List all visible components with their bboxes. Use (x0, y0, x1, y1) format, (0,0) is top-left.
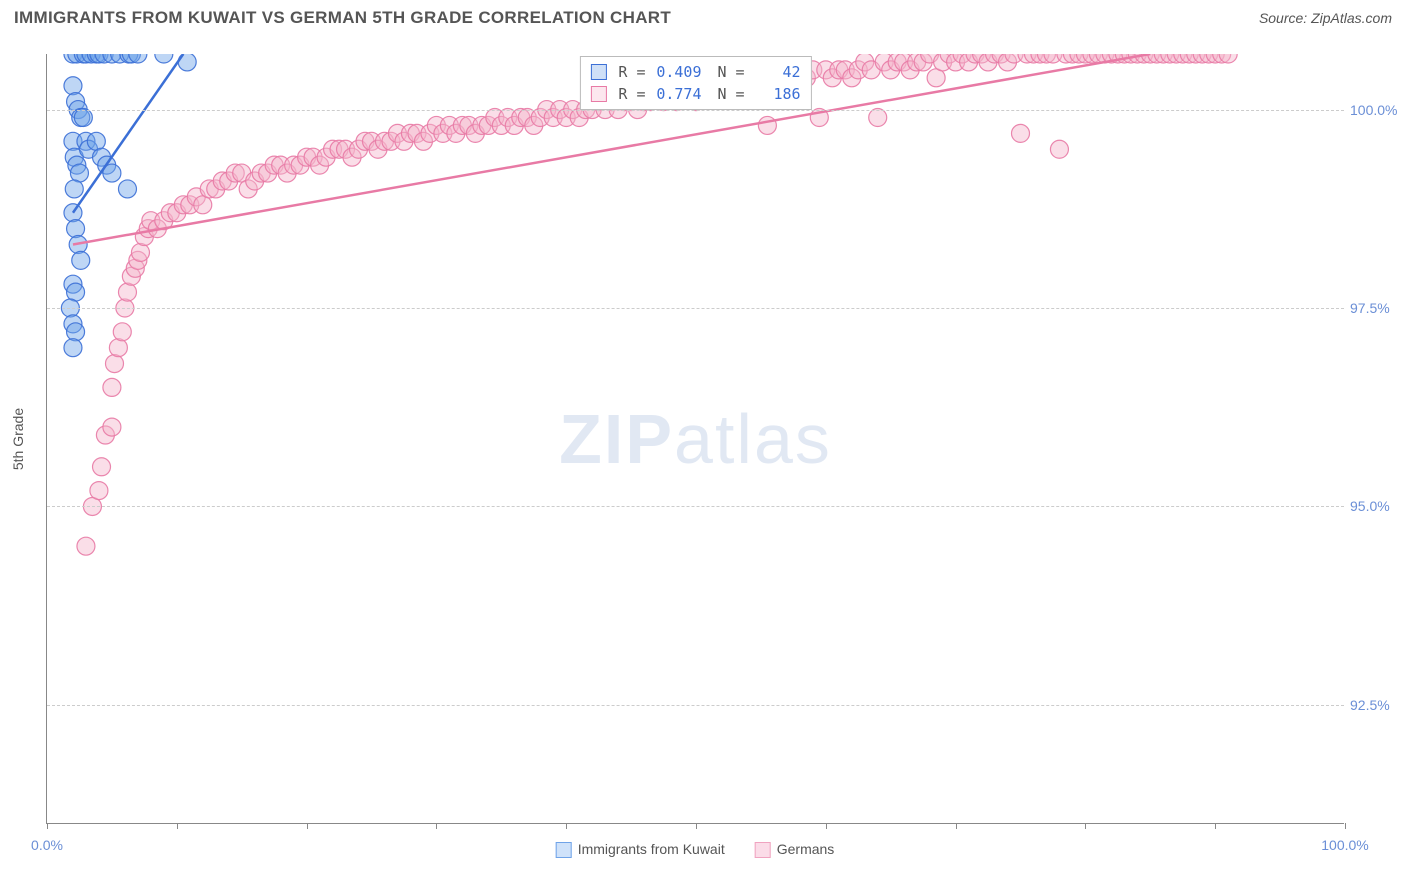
chart-header: IMMIGRANTS FROM KUWAIT VS GERMAN 5TH GRA… (0, 0, 1406, 34)
xtick (47, 823, 48, 829)
xtick (307, 823, 308, 829)
scatter-point (90, 482, 108, 500)
legend-stat-row: R = 0.409 N = 42 (590, 61, 800, 83)
legend-label-r: R = (618, 85, 645, 103)
scatter-point (103, 378, 121, 396)
legend-stat-row: R = 0.774 N = 186 (590, 83, 800, 105)
bottom-legend-label: Germans (777, 841, 835, 857)
y-axis-label: 5th Grade (10, 408, 26, 470)
ytick-label: 100.0% (1350, 102, 1406, 118)
scatter-point (113, 323, 131, 341)
ytick-label: 95.0% (1350, 498, 1406, 514)
scatter-point (109, 339, 127, 357)
scatter-point (74, 109, 92, 127)
xtick (1215, 823, 1216, 829)
scatter-point (64, 339, 82, 357)
scatter-point (67, 323, 85, 341)
legend-label-r: R = (618, 63, 645, 81)
xtick (1345, 823, 1346, 829)
scatter-point (77, 537, 95, 555)
legend-label-n: N = (718, 63, 745, 81)
gridline-h (47, 110, 1344, 111)
scatter-point (1012, 124, 1030, 142)
legend-value-n: 186 (751, 85, 801, 103)
scatter-point (103, 418, 121, 436)
scatter-point (64, 77, 82, 95)
scatter-point (87, 132, 105, 150)
scatter-point (131, 243, 149, 261)
gridline-h (47, 705, 1344, 706)
scatter-point (72, 251, 90, 269)
legend-label-n: N = (718, 85, 745, 103)
legend-swatch (590, 86, 606, 102)
scatter-point (105, 355, 123, 373)
scatter-point (758, 116, 776, 134)
bottom-legend-label: Immigrants from Kuwait (578, 841, 725, 857)
scatter-point (67, 220, 85, 238)
plot-area: ZIPatlas R =0.409N =42R =0.774N =186 92.… (46, 54, 1344, 824)
chart-title: IMMIGRANTS FROM KUWAIT VS GERMAN 5TH GRA… (14, 8, 671, 28)
xtick-label: 0.0% (31, 837, 63, 853)
scatter-point (67, 283, 85, 301)
scatter-svg (47, 54, 1345, 824)
scatter-point (869, 109, 887, 127)
legend-value-r: 0.409 (652, 63, 702, 81)
xtick-label: 100.0% (1321, 837, 1368, 853)
xtick (1085, 823, 1086, 829)
scatter-point (118, 283, 136, 301)
xtick (436, 823, 437, 829)
bottom-legend-item: Immigrants from Kuwait (556, 841, 725, 858)
xtick (956, 823, 957, 829)
chart-source: Source: ZipAtlas.com (1259, 10, 1392, 26)
scatter-point (155, 54, 173, 63)
ytick-label: 97.5% (1350, 300, 1406, 316)
legend-swatch (755, 842, 771, 858)
xtick (566, 823, 567, 829)
stats-legend: R = 0.409 N = 42 R = 0.774 N = 186 (579, 56, 811, 110)
bottom-legend-item: Germans (755, 841, 835, 858)
legend-swatch (590, 64, 606, 80)
scatter-point (1050, 140, 1068, 158)
legend-value-r: 0.774 (652, 85, 702, 103)
ytick-label: 92.5% (1350, 697, 1406, 713)
legend-value-n: 42 (751, 63, 801, 81)
scatter-point (65, 180, 83, 198)
xtick (826, 823, 827, 829)
legend-swatch (556, 842, 572, 858)
xtick (177, 823, 178, 829)
bottom-legend: Immigrants from Kuwait Germans (556, 841, 835, 858)
gridline-h (47, 506, 1344, 507)
xtick (696, 823, 697, 829)
gridline-h (47, 308, 1344, 309)
scatter-point (118, 180, 136, 198)
scatter-point (70, 164, 88, 182)
chart-container: 5th Grade ZIPatlas R =0.409N =42R =0.774… (46, 54, 1344, 824)
scatter-point (93, 458, 111, 476)
